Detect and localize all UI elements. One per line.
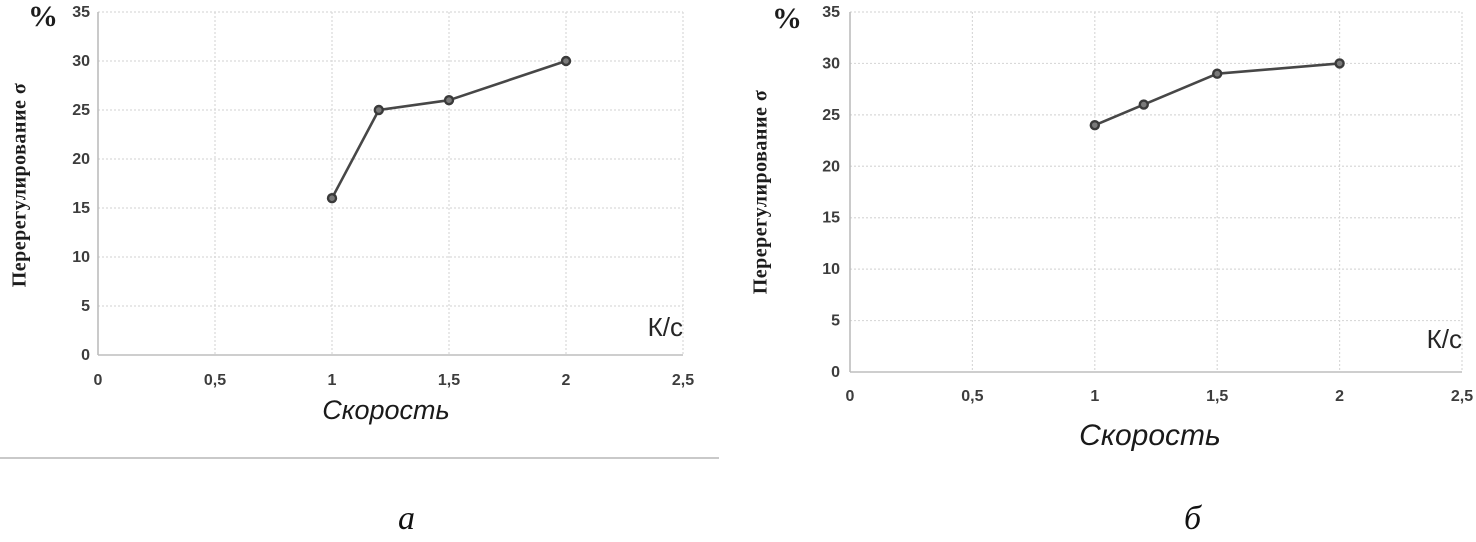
caption-b: б xyxy=(1184,500,1202,537)
data-point-marker xyxy=(560,55,572,67)
y-tick-label: 0 xyxy=(831,364,840,381)
x-tick-label: 2 xyxy=(1335,388,1344,405)
gridlines xyxy=(98,11,684,355)
tick-labels: 0 5 10 15 20 25 30 35 0 0,5 1 1,5 2 2,5 xyxy=(822,4,1473,405)
series-line xyxy=(1094,62,1340,127)
y-axis-title-b: Перерегулирование σ xyxy=(749,89,772,295)
x-tick-label: 2 xyxy=(562,372,571,389)
axes xyxy=(97,12,683,356)
y-tick-label: 10 xyxy=(822,261,840,278)
x-tick-label: 0,5 xyxy=(204,372,226,389)
data-point-marker xyxy=(326,192,338,204)
y-tick-label: 25 xyxy=(72,102,90,119)
y-tick-label: 30 xyxy=(72,53,90,70)
y-unit-label-a: % xyxy=(28,0,58,33)
data-point-marker xyxy=(373,104,384,116)
x-tick-label: 0 xyxy=(94,372,103,389)
plot-area-b: 0 5 10 15 20 25 30 35 0 0,5 1 1,5 2 2,5 xyxy=(822,4,1473,405)
data-point-marker xyxy=(1334,58,1345,69)
x-unit-label-a: К/с xyxy=(647,312,683,342)
data-point-marker xyxy=(1089,119,1100,131)
axes xyxy=(849,12,1462,373)
y-tick-label: 5 xyxy=(831,313,840,330)
series-line xyxy=(330,59,567,199)
y-tick-label: 0 xyxy=(81,347,90,364)
y-unit-label-b: % xyxy=(772,2,802,35)
x-axis-title-a: Скорость xyxy=(322,395,450,425)
x-axis-title-b: Скорость xyxy=(1079,419,1221,452)
y-tick-label: 5 xyxy=(81,298,90,315)
y-tick-label: 35 xyxy=(72,4,90,21)
y-axis-title-a: Перерегулирование σ xyxy=(8,82,31,288)
y-tick-label: 15 xyxy=(72,200,90,217)
x-tick-label: 1,5 xyxy=(438,372,460,389)
y-tick-label: 15 xyxy=(822,210,840,227)
x-tick-label: 2,5 xyxy=(672,372,694,389)
y-tick-label: 25 xyxy=(822,107,840,124)
y-tick-label: 20 xyxy=(72,151,90,168)
x-unit-label-b: К/с xyxy=(1426,324,1462,354)
x-tick-label: 0,5 xyxy=(961,388,983,405)
series-markers xyxy=(326,55,572,204)
y-tick-label: 35 xyxy=(822,4,840,21)
x-tick-label: 0 xyxy=(846,388,855,405)
x-tick-label: 1,5 xyxy=(1206,388,1228,405)
tick-labels: 0 5 10 15 20 25 30 35 0 0,5 1 1,5 2 2,5 xyxy=(72,4,694,389)
x-tick-label: 2,5 xyxy=(1451,388,1473,405)
series-markers xyxy=(1089,58,1345,131)
y-tick-label: 30 xyxy=(822,55,840,72)
data-point-marker xyxy=(1212,68,1223,79)
x-tick-label: 1 xyxy=(328,372,337,389)
y-tick-label: 20 xyxy=(822,158,840,175)
divider-line xyxy=(0,457,719,459)
gridlines xyxy=(850,11,1463,372)
caption-a: а xyxy=(398,500,415,537)
plot-area-a: 0 5 10 15 20 25 30 35 0 0,5 1 1,5 2 2,5 xyxy=(72,4,694,389)
x-tick-label: 1 xyxy=(1090,388,1099,405)
data-point-marker xyxy=(443,94,455,106)
y-tick-label: 10 xyxy=(72,249,90,266)
data-point-marker xyxy=(1138,99,1149,110)
